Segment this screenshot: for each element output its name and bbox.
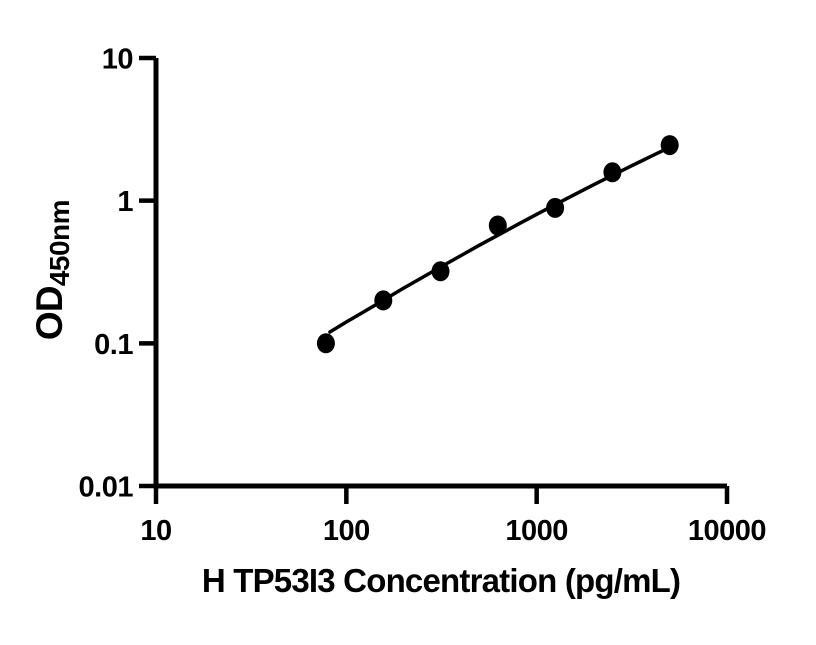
y-axis-title: OD450nm [29, 200, 75, 340]
data-point [431, 261, 450, 282]
y-axis-title-main: OD [29, 286, 70, 340]
y-tick-label: 1 [117, 186, 133, 218]
y-tick-label: 0.1 [94, 329, 133, 361]
data-point [374, 290, 393, 311]
data-point [603, 162, 622, 183]
x-tick-label: 1000 [505, 515, 568, 547]
x-tick-label: 100 [323, 515, 370, 547]
x-tick-label: 10000 [688, 515, 766, 547]
x-tick-label: 10 [140, 515, 171, 547]
x-axis-title: H TP53I3 Concentration (pg/mL) [202, 562, 680, 599]
data-point [546, 197, 565, 218]
y-axis-title-subscript: 450nm [44, 200, 75, 286]
data-point [488, 215, 507, 236]
data-point [660, 135, 679, 156]
data-point [316, 333, 335, 354]
y-tick-label: 10 [102, 44, 133, 76]
y-tick-label: 0.01 [79, 472, 134, 504]
